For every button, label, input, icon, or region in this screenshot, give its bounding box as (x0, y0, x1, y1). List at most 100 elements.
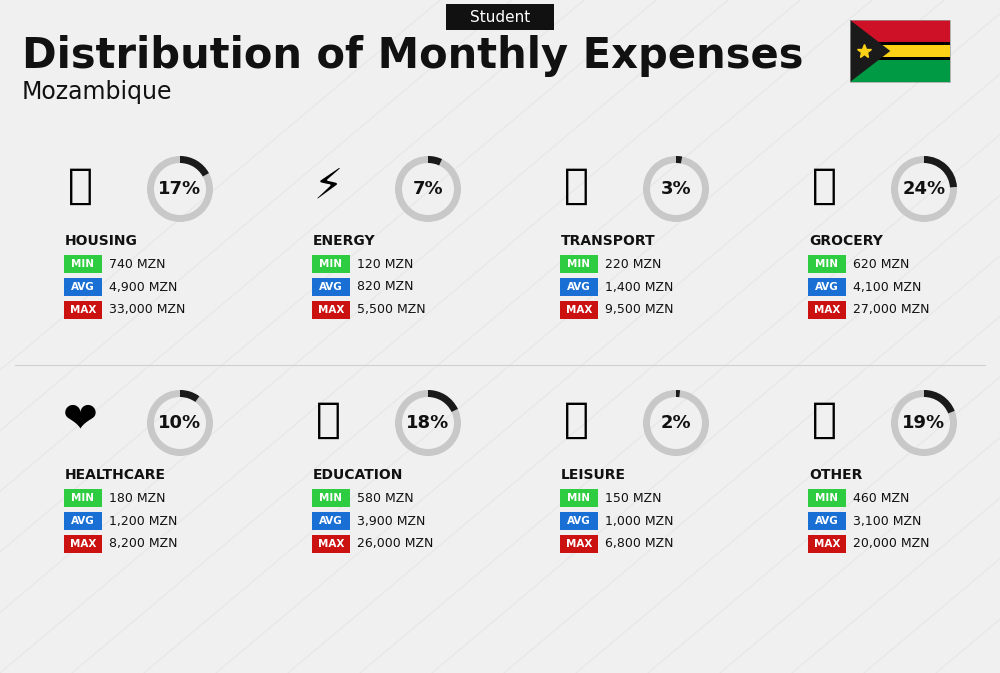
Text: TRANSPORT: TRANSPORT (561, 234, 656, 248)
FancyBboxPatch shape (560, 489, 598, 507)
FancyBboxPatch shape (64, 489, 102, 507)
Text: 🛒: 🛒 (812, 165, 836, 207)
Text: 🏙️: 🏙️ (68, 165, 92, 207)
FancyBboxPatch shape (850, 61, 950, 82)
Text: 8,200 MZN: 8,200 MZN (109, 538, 178, 551)
Text: MIN: MIN (72, 493, 94, 503)
Text: GROCERY: GROCERY (809, 234, 883, 248)
Text: MIN: MIN (816, 493, 838, 503)
FancyBboxPatch shape (808, 278, 846, 296)
Wedge shape (643, 390, 709, 456)
FancyBboxPatch shape (446, 4, 554, 30)
Text: 10%: 10% (158, 414, 202, 432)
Text: LEISURE: LEISURE (561, 468, 626, 482)
FancyBboxPatch shape (312, 535, 350, 553)
FancyBboxPatch shape (808, 255, 846, 273)
Text: MAX: MAX (70, 305, 96, 315)
Text: 24%: 24% (902, 180, 946, 198)
Text: AVG: AVG (567, 516, 591, 526)
FancyBboxPatch shape (560, 301, 598, 319)
Text: MAX: MAX (318, 305, 344, 315)
Text: 7%: 7% (413, 180, 443, 198)
Text: 19%: 19% (902, 414, 946, 432)
Wedge shape (180, 390, 199, 402)
FancyBboxPatch shape (850, 45, 950, 57)
FancyBboxPatch shape (312, 255, 350, 273)
Text: 3,100 MZN: 3,100 MZN (853, 514, 921, 528)
Text: ENERGY: ENERGY (313, 234, 376, 248)
FancyBboxPatch shape (808, 512, 846, 530)
FancyBboxPatch shape (64, 255, 102, 273)
FancyBboxPatch shape (64, 535, 102, 553)
FancyBboxPatch shape (64, 512, 102, 530)
FancyBboxPatch shape (64, 301, 102, 319)
Text: 26,000 MZN: 26,000 MZN (357, 538, 433, 551)
Wedge shape (891, 156, 957, 222)
Text: 5,500 MZN: 5,500 MZN (357, 304, 426, 316)
Text: MAX: MAX (70, 539, 96, 549)
Wedge shape (676, 156, 682, 164)
Text: 3%: 3% (661, 180, 691, 198)
Wedge shape (643, 156, 709, 222)
Text: MAX: MAX (814, 539, 840, 549)
Text: MIN: MIN (320, 259, 342, 269)
Text: 820 MZN: 820 MZN (357, 281, 414, 293)
FancyBboxPatch shape (312, 278, 350, 296)
Wedge shape (924, 156, 957, 187)
Text: MIN: MIN (568, 493, 590, 503)
FancyBboxPatch shape (850, 42, 950, 45)
Text: 740 MZN: 740 MZN (109, 258, 166, 271)
Text: 150 MZN: 150 MZN (605, 491, 662, 505)
Text: 1,000 MZN: 1,000 MZN (605, 514, 674, 528)
Text: MIN: MIN (816, 259, 838, 269)
FancyBboxPatch shape (560, 255, 598, 273)
Wedge shape (428, 390, 458, 412)
Text: 180 MZN: 180 MZN (109, 491, 166, 505)
Wedge shape (924, 390, 955, 413)
Text: 💰: 💰 (812, 399, 836, 441)
Text: 4,900 MZN: 4,900 MZN (109, 281, 177, 293)
Text: 6,800 MZN: 6,800 MZN (605, 538, 674, 551)
Text: EDUCATION: EDUCATION (313, 468, 403, 482)
FancyBboxPatch shape (560, 512, 598, 530)
Text: 27,000 MZN: 27,000 MZN (853, 304, 930, 316)
Text: HOUSING: HOUSING (65, 234, 138, 248)
Text: 18%: 18% (406, 414, 450, 432)
Text: AVG: AVG (319, 282, 343, 292)
Text: 9,500 MZN: 9,500 MZN (605, 304, 674, 316)
Text: ⚡: ⚡ (313, 165, 343, 207)
Text: Mozambique: Mozambique (22, 80, 173, 104)
Wedge shape (395, 156, 461, 222)
Text: MIN: MIN (320, 493, 342, 503)
Text: 🎓: 🎓 (316, 399, 340, 441)
Text: MAX: MAX (318, 539, 344, 549)
Text: 17%: 17% (158, 180, 202, 198)
Text: 20,000 MZN: 20,000 MZN (853, 538, 930, 551)
FancyBboxPatch shape (312, 301, 350, 319)
Text: AVG: AVG (567, 282, 591, 292)
Text: 🚌: 🚌 (564, 165, 588, 207)
Text: 3,900 MZN: 3,900 MZN (357, 514, 425, 528)
Text: 620 MZN: 620 MZN (853, 258, 909, 271)
Wedge shape (147, 156, 213, 222)
FancyBboxPatch shape (64, 278, 102, 296)
FancyBboxPatch shape (808, 535, 846, 553)
FancyBboxPatch shape (808, 301, 846, 319)
Text: AVG: AVG (815, 282, 839, 292)
Text: 120 MZN: 120 MZN (357, 258, 413, 271)
Text: 4,100 MZN: 4,100 MZN (853, 281, 921, 293)
Text: AVG: AVG (71, 282, 95, 292)
Polygon shape (850, 20, 890, 82)
Text: AVG: AVG (319, 516, 343, 526)
FancyBboxPatch shape (312, 489, 350, 507)
Text: 33,000 MZN: 33,000 MZN (109, 304, 185, 316)
Text: MAX: MAX (814, 305, 840, 315)
Text: 220 MZN: 220 MZN (605, 258, 661, 271)
Text: 🛍️: 🛍️ (564, 399, 588, 441)
FancyBboxPatch shape (850, 57, 950, 61)
Text: AVG: AVG (815, 516, 839, 526)
Wedge shape (395, 390, 461, 456)
Text: HEALTHCARE: HEALTHCARE (65, 468, 166, 482)
Text: Distribution of Monthly Expenses: Distribution of Monthly Expenses (22, 35, 804, 77)
Text: OTHER: OTHER (809, 468, 862, 482)
